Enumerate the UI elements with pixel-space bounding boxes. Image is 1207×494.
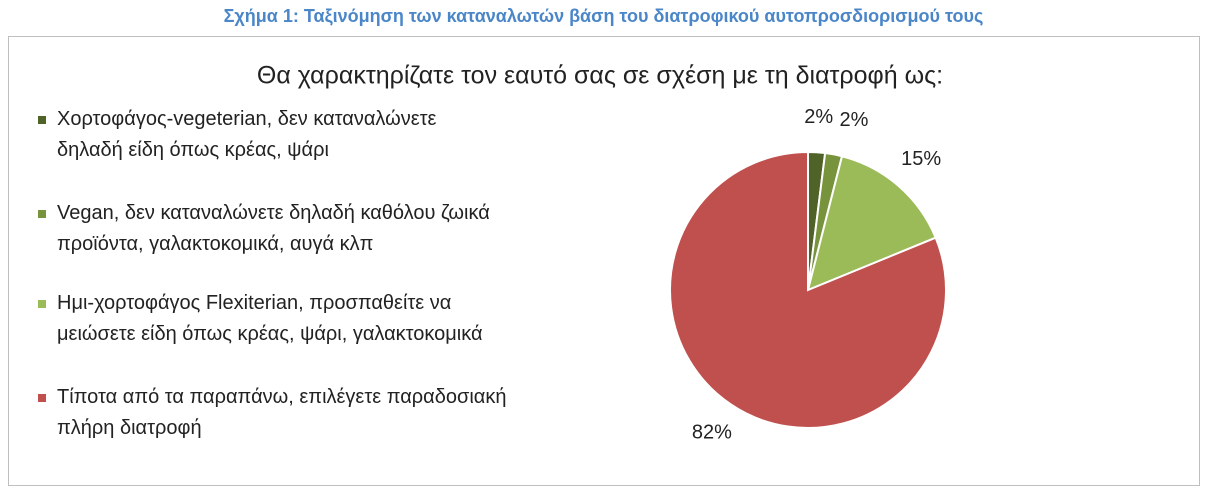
- legend-marker: [38, 394, 46, 402]
- legend-marker: [38, 210, 46, 218]
- legend-label: Χορτοφάγος-vegeterian, δεν καταναλώνετε …: [57, 108, 437, 161]
- data-label: 15%: [901, 148, 941, 170]
- legend-label: Τίποτα από τα παραπάνω, επιλέγετε παραδο…: [57, 386, 507, 439]
- data-label: 2%: [804, 106, 833, 128]
- chart-frame: [8, 36, 1200, 486]
- legend-label: Vegan, δεν καταναλώνετε δηλαδή καθόλου ζ…: [57, 202, 490, 255]
- legend-label: Ημι-χορτοφάγος Flexiterian, προσπαθείτε …: [57, 292, 483, 345]
- data-label: 82%: [692, 422, 732, 444]
- legend-marker: [38, 116, 46, 124]
- legend-marker: [38, 300, 46, 308]
- data-label: 2%: [840, 109, 869, 131]
- chart-title: Θα χαρακτηρίζατε τον εαυτό σας σε σχέση …: [257, 62, 943, 90]
- figure-caption: Σχήμα 1: Ταξινόμηση των καταναλωτών βάση…: [223, 6, 984, 26]
- pie-slice: [669, 150, 947, 429]
- pie-slice: [806, 155, 938, 292]
